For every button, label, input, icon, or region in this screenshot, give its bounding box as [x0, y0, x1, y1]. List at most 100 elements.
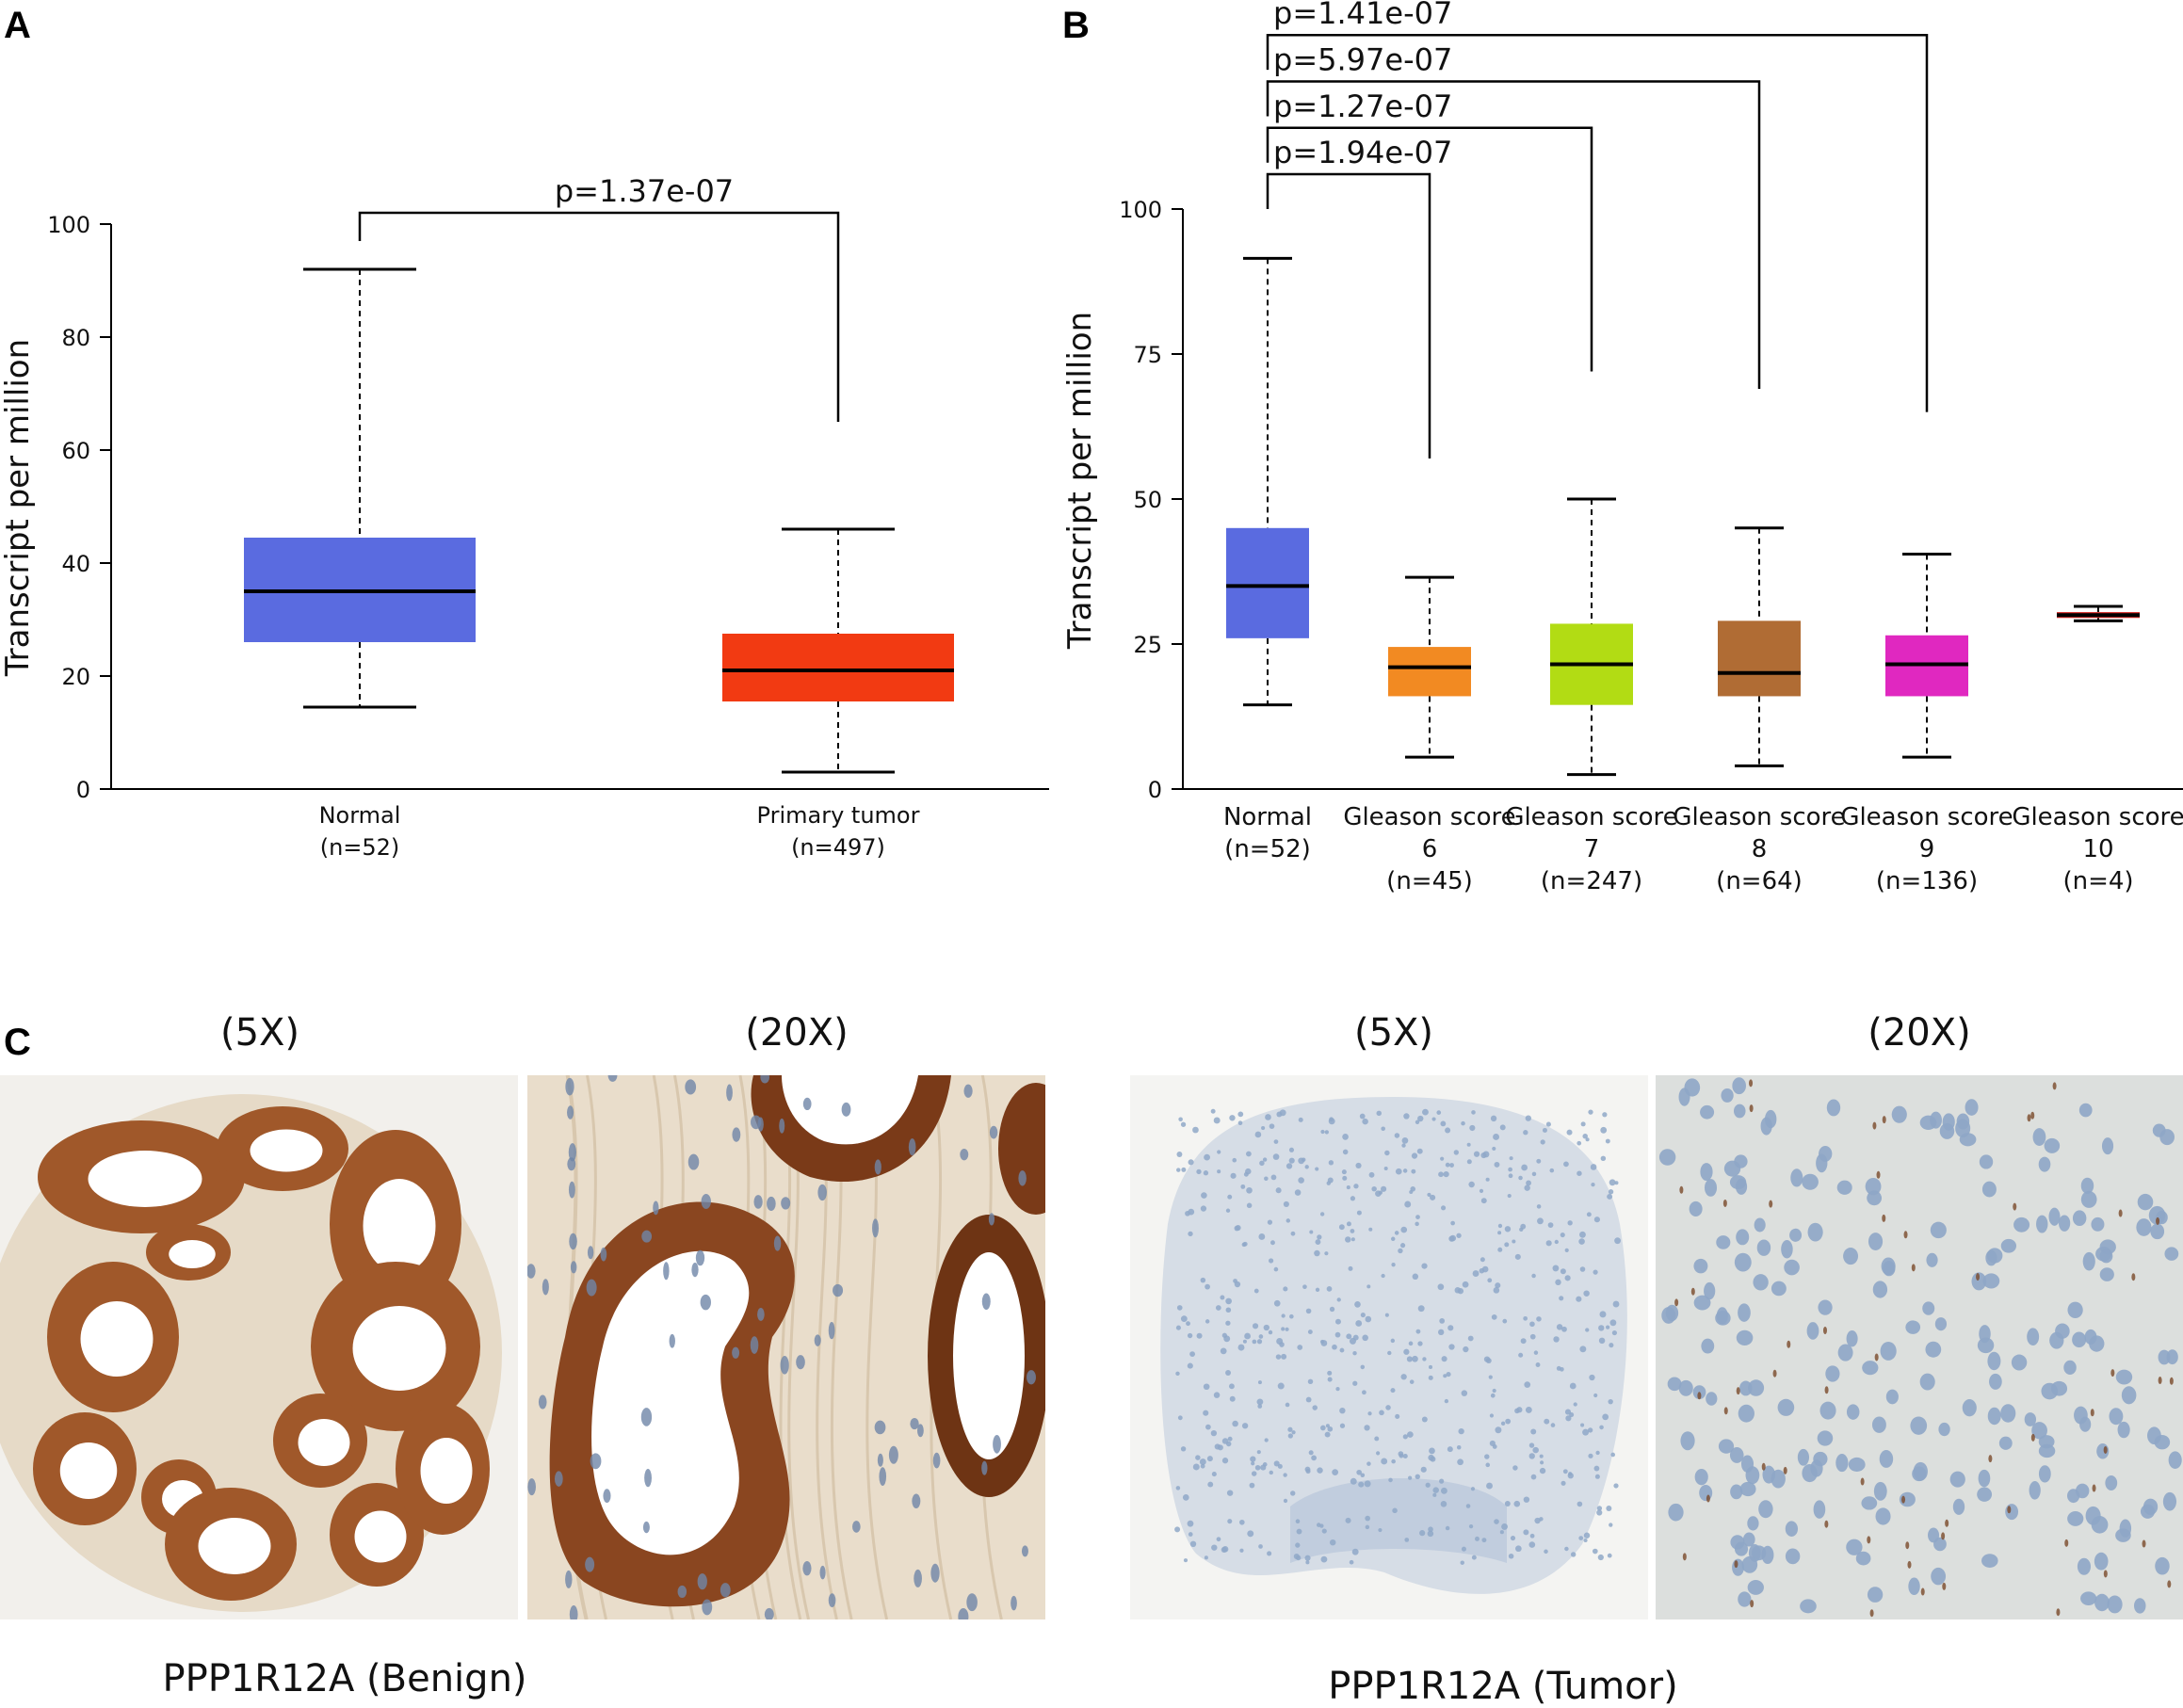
cell-nucleus	[2072, 1331, 2087, 1348]
cell-nucleus	[1225, 1208, 1231, 1213]
cell-nucleus	[1324, 1431, 1331, 1438]
cell-nucleus	[1225, 1297, 1232, 1305]
brown-granule	[1787, 1340, 1791, 1348]
cell-nucleus	[1547, 1222, 1554, 1228]
cell-nucleus	[1324, 1130, 1329, 1135]
cell-nucleus	[1283, 1286, 1288, 1292]
cell-nucleus	[1406, 1356, 1413, 1362]
cell-nucleus	[1981, 1181, 1997, 1198]
cell-nucleus	[1529, 1321, 1535, 1328]
cell-nucleus	[1492, 1388, 1496, 1394]
category-label: Gleason score	[1840, 803, 2013, 831]
cell-nucleus	[1320, 1555, 1328, 1563]
cell-nucleus	[1942, 1113, 1955, 1131]
nucleus	[567, 1105, 574, 1120]
cell-nucleus	[1457, 1288, 1464, 1295]
cell-nucleus	[1221, 1438, 1229, 1444]
cell-nucleus	[1277, 1463, 1283, 1469]
cell-nucleus	[2105, 1475, 2118, 1491]
cell-nucleus	[2109, 1408, 2124, 1426]
cell-nucleus	[1221, 1546, 1227, 1553]
cell-nucleus	[1497, 1223, 1503, 1229]
cell-nucleus	[1440, 1487, 1447, 1494]
cell-nucleus	[1585, 1137, 1590, 1142]
cell-nucleus	[1605, 1138, 1610, 1144]
cell-nucleus	[1529, 1333, 1536, 1340]
cell-nucleus	[1327, 1377, 1333, 1382]
nucleus	[908, 1138, 916, 1156]
cell-nucleus	[2155, 1556, 2170, 1575]
cell-nucleus	[1229, 1395, 1236, 1402]
cell-nucleus	[1249, 1482, 1255, 1489]
cell-nucleus	[1232, 1157, 1237, 1163]
category-label: Normal	[1223, 803, 1312, 831]
nucleus	[607, 1075, 618, 1082]
cell-nucleus	[1513, 1500, 1521, 1507]
cell-nucleus	[1379, 1410, 1384, 1416]
y-tick-label: 40	[61, 551, 90, 577]
significance-bracket	[1266, 80, 1761, 389]
brown-granule	[1882, 1116, 1886, 1124]
cell-nucleus	[1220, 1295, 1225, 1300]
cell-nucleus	[2094, 1552, 2109, 1571]
cell-nucleus	[1275, 1187, 1282, 1194]
cell-nucleus	[1881, 1257, 1896, 1276]
cell-nucleus	[1989, 1373, 2002, 1390]
cell-nucleus	[1254, 1131, 1262, 1138]
nucleus	[872, 1218, 880, 1238]
y-tick-label: 100	[47, 212, 90, 238]
cell-nucleus	[1187, 1332, 1193, 1339]
nucleus	[585, 1556, 595, 1572]
cell-nucleus	[2168, 1451, 2182, 1469]
cell-nucleus	[1362, 1118, 1368, 1125]
cell-nucleus	[1520, 1338, 1527, 1345]
cell-nucleus	[1596, 1506, 1603, 1511]
nucleus	[916, 1424, 924, 1438]
cell-nucleus	[1800, 1599, 1817, 1614]
nucleus	[590, 1453, 602, 1470]
cell-nucleus	[1285, 1327, 1289, 1331]
cell-nucleus	[1327, 1426, 1334, 1432]
cell-nucleus	[1415, 1329, 1421, 1334]
cell-nucleus	[1256, 1398, 1264, 1406]
cell-nucleus	[1365, 1315, 1372, 1323]
cell-nucleus	[1242, 1241, 1248, 1247]
cell-nucleus	[1273, 1266, 1279, 1272]
cell-nucleus	[1525, 1406, 1532, 1413]
cell-nucleus	[1553, 1336, 1560, 1343]
cell-nucleus	[1352, 1350, 1357, 1356]
cell-nucleus	[1270, 1240, 1275, 1246]
cell-nucleus	[1427, 1192, 1431, 1197]
cell-nucleus	[1835, 1454, 1849, 1473]
category-label: Normal	[319, 802, 401, 829]
cell-nucleus	[1460, 1560, 1464, 1565]
cell-nucleus	[1362, 1390, 1366, 1395]
cell-nucleus	[1428, 1526, 1433, 1533]
cell-nucleus	[1417, 1341, 1423, 1346]
nucleus	[732, 1346, 740, 1359]
cell-nucleus	[1661, 1307, 1676, 1324]
cell-nucleus	[1456, 1233, 1462, 1238]
brown-granule	[1901, 1495, 1906, 1504]
cell-nucleus	[2099, 1249, 2113, 1264]
cell-nucleus	[1817, 1430, 1834, 1446]
cell-nucleus	[1587, 1427, 1593, 1433]
cell-nucleus	[1931, 1567, 1947, 1586]
brown-granule	[1869, 1609, 1874, 1618]
cell-nucleus	[1490, 1393, 1496, 1398]
cell-nucleus	[1485, 1462, 1491, 1468]
brown-granule	[1679, 1185, 1684, 1194]
cell-nucleus	[1256, 1339, 1263, 1345]
cell-nucleus	[1289, 1313, 1294, 1319]
cell-nucleus	[1930, 1111, 1942, 1129]
cell-nucleus	[1246, 1186, 1253, 1194]
cell-nucleus	[1269, 1123, 1275, 1130]
nucleus	[828, 1593, 836, 1608]
cell-nucleus	[1721, 1088, 1734, 1103]
cell-nucleus	[1531, 1273, 1536, 1279]
cell-nucleus	[1296, 1528, 1302, 1535]
cell-nucleus	[1348, 1265, 1353, 1271]
cell-nucleus	[1658, 1149, 1676, 1166]
cell-nucleus	[1613, 1483, 1619, 1489]
cell-nucleus	[1756, 1239, 1771, 1256]
